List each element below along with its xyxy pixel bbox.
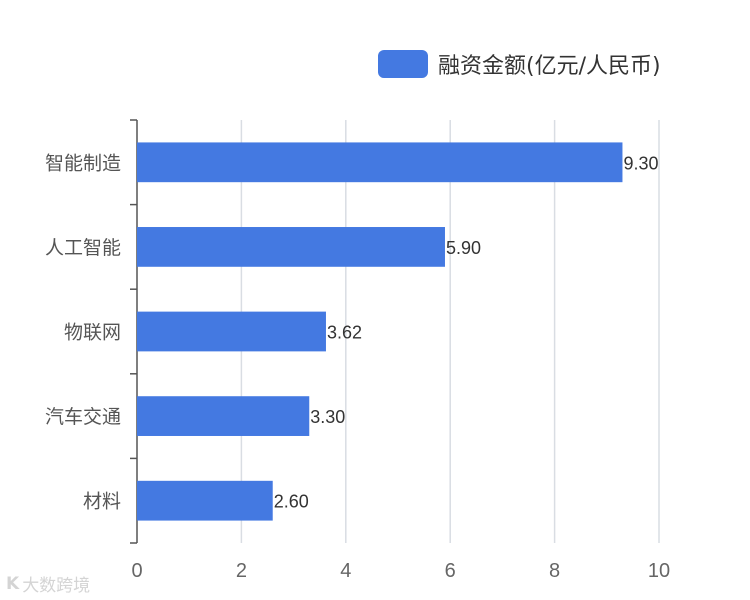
bar [137,480,273,521]
bar [137,227,445,267]
data-label: 3.30 [310,407,345,427]
x-tick-label: 6 [445,560,456,582]
bar [137,311,326,352]
watermark-text: 大数跨境 [22,576,91,596]
y-tick-label: 物联网 [64,322,121,344]
x-tick-label: 8 [549,560,560,582]
data-label: 2.60 [274,492,309,512]
y-tick-label: 智能制造 [45,152,121,174]
legend[interactable]: 融资金额(亿元/人民币) [378,48,661,80]
data-label: 3.62 [327,323,362,343]
data-label: 9.30 [623,153,658,173]
y-tick-label: 人工智能 [45,237,121,259]
legend-label: 融资金额(亿元/人民币) [438,54,661,79]
watermark: K 大数跨境 [6,571,91,597]
x-tick-label: 0 [131,560,142,582]
bar [137,142,623,183]
x-tick-label: 2 [236,560,247,582]
y-tick-label: 材料 [83,491,121,513]
data-label: 5.90 [446,238,481,258]
bar [137,396,310,436]
x-tick-label: 10 [648,560,670,582]
y-tick-label: 汽车交通 [45,406,121,428]
legend-swatch [378,50,428,78]
watermark-logo: K [6,573,19,594]
x-tick-label: 4 [340,560,351,582]
